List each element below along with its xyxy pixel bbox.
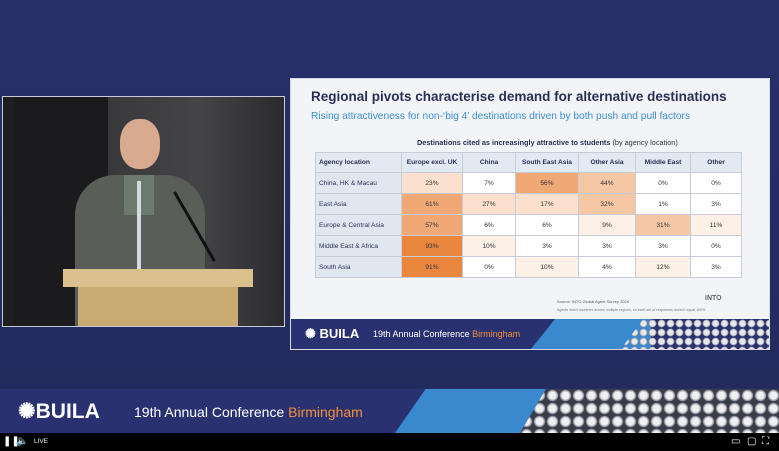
row-label: South Asia	[315, 256, 402, 278]
column-header: Agency location	[315, 152, 402, 173]
table-cell: 0%	[690, 235, 742, 257]
table-cell: 31%	[635, 214, 691, 236]
podium	[78, 287, 238, 326]
column-header: Other	[690, 152, 742, 173]
table-row: East Asia 61% 27% 17% 32% 1% 3%	[315, 193, 742, 215]
column-header: Europe excl. UK	[401, 152, 463, 173]
speaker-video	[2, 96, 285, 327]
row-label: China, HK & Macau	[315, 172, 402, 194]
table-cell: 7%	[462, 172, 516, 194]
fullscreen-icon[interactable]: ⛶	[762, 436, 769, 447]
destinations-table: Agency location Europe excl. UK China South…	[315, 152, 742, 278]
table-cell: 23%	[401, 172, 463, 194]
column-header: Other Asia	[578, 152, 636, 173]
table-cell: 4%	[578, 256, 636, 278]
column-header: South East Asia	[515, 152, 579, 173]
dome-pattern	[621, 319, 769, 349]
buila-logo: ✺BUILA	[18, 400, 100, 423]
slide-buila-logo: ✺ BUILA	[305, 326, 360, 341]
table-row: China, HK & Macau 23% 7% 56% 44% 0% 0%	[315, 172, 742, 194]
podium-top	[63, 269, 253, 287]
table-cell: 61%	[401, 193, 463, 215]
table-cell: 91%	[401, 256, 463, 278]
slide-subtitle: Rising attractiveness for non-‘big 4’ de…	[311, 111, 691, 122]
into-logo: INTO	[705, 295, 722, 302]
table-cell: 12%	[635, 256, 691, 278]
pip-icon[interactable]: ▭	[731, 436, 741, 447]
footnote: Agents listed countries across multiple …	[557, 308, 706, 312]
speaker-head	[120, 119, 160, 169]
table-cell: 3%	[515, 235, 579, 257]
player-controls: ❚❚ 🔈 LIVE ▭ ▢ ⛶	[0, 433, 779, 451]
table-cell: 0%	[690, 172, 742, 194]
table-cell: 11%	[690, 214, 742, 236]
source-note: Source: INTO Global Agent Survey 2024	[557, 299, 629, 304]
dome-pattern	[520, 389, 779, 433]
table-cell: 3%	[690, 193, 742, 215]
table-cell: 6%	[515, 214, 579, 236]
table-cell: 3%	[578, 235, 636, 257]
table-cell: 56%	[515, 172, 579, 194]
table-cell: 27%	[462, 193, 516, 215]
slide-conference-text: 19th Annual Conference Birmingham	[373, 329, 521, 339]
column-header: Middle East	[635, 152, 691, 173]
table-cell: 10%	[515, 256, 579, 278]
slide-banner: ✺ BUILA 19th Annual Conference Birmingha…	[291, 319, 769, 349]
table-cell: 17%	[515, 193, 579, 215]
row-label: Middle East & Africa	[315, 235, 402, 257]
volume-icon[interactable]: 🔈	[16, 436, 29, 447]
table-cell: 57%	[401, 214, 463, 236]
table-row: Europe & Central Asia 57% 6% 6% 9% 31% 11%	[315, 214, 742, 236]
table-cell: 1%	[635, 193, 691, 215]
column-header: China	[462, 152, 516, 173]
table-cell: 9%	[578, 214, 636, 236]
conference-banner: ✺BUILA 19th Annual Conference Birmingham	[0, 389, 779, 433]
table-cell: 3%	[635, 235, 691, 257]
pause-icon[interactable]: ❚❚	[3, 436, 20, 447]
slide-title: Regional pivots characterise demand for …	[311, 89, 727, 104]
table-title: Destinations cited as increasingly attra…	[417, 138, 678, 147]
table-cell: 44%	[578, 172, 636, 194]
table-cell: 0%	[462, 256, 516, 278]
conference-text: 19th Annual Conference Birmingham	[134, 404, 363, 420]
table-cell: 32%	[578, 193, 636, 215]
table-cell: 3%	[690, 256, 742, 278]
live-label: LIVE	[34, 438, 49, 445]
presentation-slide: Regional pivots characterise demand for …	[290, 78, 770, 350]
table-row: South Asia 91% 0% 10% 4% 12% 3%	[315, 256, 742, 278]
row-label: Europe & Central Asia	[315, 214, 402, 236]
row-label: East Asia	[315, 193, 402, 215]
table-cell: 10%	[462, 235, 516, 257]
table-row: Middle East & Africa 93% 10% 3% 3% 3% 0%	[315, 235, 742, 257]
table-cell: 93%	[401, 235, 463, 257]
table-cell: 0%	[635, 172, 691, 194]
table-cell: 6%	[462, 214, 516, 236]
theater-icon[interactable]: ▢	[747, 436, 757, 447]
